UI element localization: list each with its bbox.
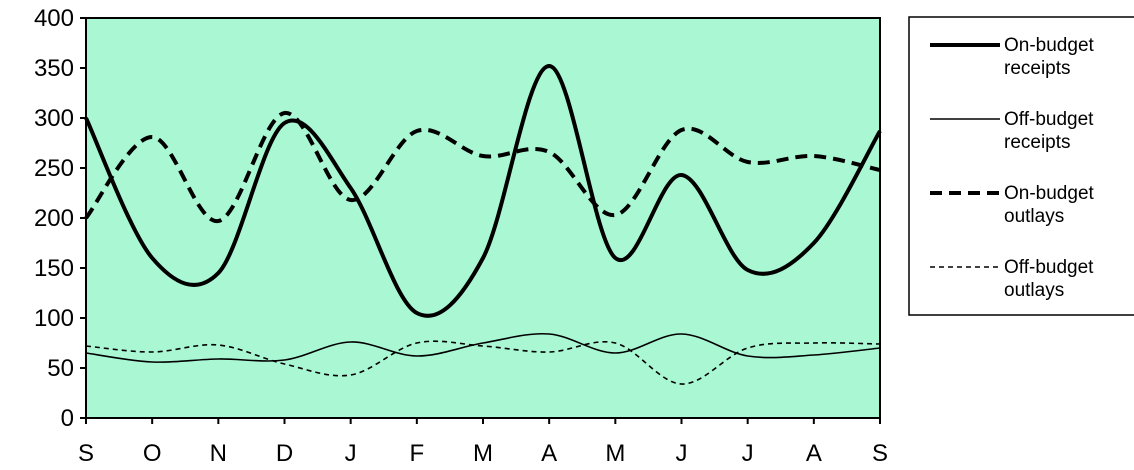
x-tick-label: M: [473, 440, 493, 467]
x-tick-label: O: [143, 440, 162, 467]
x-tick-label: A: [806, 440, 822, 467]
legend-box: [908, 16, 1134, 316]
y-tick-label: 150: [34, 255, 74, 282]
series-line-off-budget-receipts: [85, 332, 881, 363]
legend-label-off-budget-outlays: Off-budget outlays: [1004, 257, 1094, 301]
x-tick-label: A: [541, 440, 557, 467]
x-tick-label: M: [605, 440, 625, 467]
series-line-on-budget-receipts: [84, 64, 882, 318]
x-tick-label: N: [210, 440, 227, 467]
y-tick-label: 100: [34, 305, 74, 332]
y-tick-label: 50: [47, 355, 74, 382]
x-tick-label: S: [78, 440, 94, 467]
y-tick-label: 0: [61, 405, 74, 432]
x-tick-label: J: [742, 440, 754, 467]
x-tick-label: S: [872, 440, 888, 467]
y-tick-label: 300: [34, 105, 74, 132]
y-tick-label: 400: [34, 5, 74, 32]
legend-label-off-budget-receipts: Off-budget receipts: [1004, 109, 1094, 153]
x-tick-label: J: [676, 440, 688, 467]
x-tick-label: F: [409, 440, 424, 467]
y-tick-label: 250: [34, 155, 74, 182]
x-tick-label: D: [276, 440, 293, 467]
x-tick-label: J: [345, 440, 357, 467]
legend-label-on-budget-receipts: On-budget receipts: [1004, 35, 1095, 79]
y-tick-label: 350: [34, 55, 74, 82]
y-tick-label: 200: [34, 205, 74, 232]
series-line-on-budget-outlays: [84, 111, 881, 223]
legend-label-on-budget-outlays: On-budget outlays: [1004, 183, 1095, 227]
plot-area: [85, 17, 881, 419]
